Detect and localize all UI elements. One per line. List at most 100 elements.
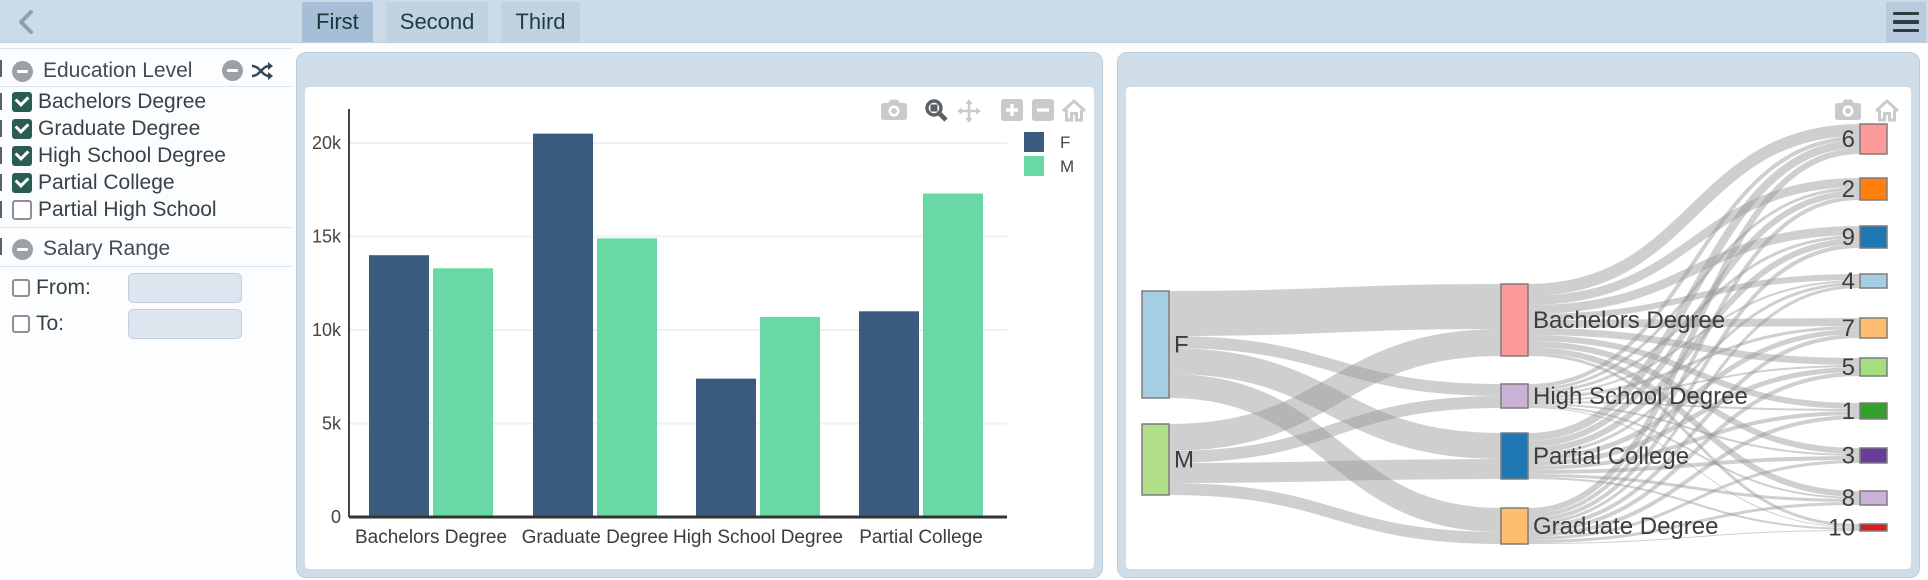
sankey-link-BD-4[interactable] xyxy=(1527,274,1861,320)
sankey-link-PC-3[interactable] xyxy=(1527,456,1861,474)
bar-M-1[interactable] xyxy=(597,238,657,517)
sankey-link-GD-2[interactable] xyxy=(1527,196,1861,518)
checkbox-checked[interactable] xyxy=(12,145,32,166)
home-icon[interactable] xyxy=(1061,98,1087,122)
collapse-minus-icon[interactable] xyxy=(12,238,33,260)
bar-M-0[interactable] xyxy=(433,268,493,517)
zoom-icon[interactable] xyxy=(925,99,948,122)
bar-F-3[interactable] xyxy=(859,311,919,517)
shuffle-icon[interactable] xyxy=(251,61,273,81)
tab-third[interactable]: Third xyxy=(501,2,580,42)
sankey-link-GD-7[interactable] xyxy=(1527,334,1861,529)
sankey-area[interactable]: F M Bachelors Degree High School Degree Part… xyxy=(1126,87,1911,569)
sankey-link-BD-1[interactable] xyxy=(1527,335,1861,409)
checkbox-unchecked[interactable] xyxy=(12,315,30,333)
sankey-link-HS-4[interactable] xyxy=(1527,280,1861,396)
sankey-link-HS-1[interactable] xyxy=(1527,401,1861,411)
checkbox-unchecked[interactable] xyxy=(12,279,30,297)
sankey-node-4[interactable] xyxy=(1859,273,1888,289)
range-input-to[interactable] xyxy=(128,309,242,339)
sankey-link-GD-10[interactable] xyxy=(1527,530,1861,544)
sankey-link-PC-8[interactable] xyxy=(1527,474,1861,502)
sankey-link-HS-3[interactable] xyxy=(1527,403,1861,456)
checkbox-checked[interactable] xyxy=(12,172,32,193)
checkbox-checked[interactable] xyxy=(12,118,32,139)
sankey-node-BD[interactable] xyxy=(1500,283,1529,357)
sankey-node-10[interactable] xyxy=(1859,523,1888,532)
sankey-link-M-PC[interactable] xyxy=(1168,459,1502,483)
sankey-link-BD-7[interactable] xyxy=(1527,318,1861,328)
back-button[interactable] xyxy=(10,5,44,39)
sankey-node-GD[interactable] xyxy=(1500,507,1529,545)
sankey-link-GD-8[interactable] xyxy=(1527,502,1861,543)
sankey-link-GD-4[interactable] xyxy=(1527,285,1861,525)
sankey-link-HS-10[interactable] xyxy=(1527,407,1861,528)
sankey-link-GD-9[interactable] xyxy=(1527,244,1861,522)
sankey-link-BD-10[interactable] xyxy=(1527,353,1861,527)
sankey-link-GD-5[interactable] xyxy=(1527,372,1861,533)
home-icon[interactable] xyxy=(1874,98,1900,122)
sankey-link-HS-8[interactable] xyxy=(1527,405,1861,499)
sankey-node-2[interactable] xyxy=(1859,177,1888,201)
sankey-node-9[interactable] xyxy=(1859,225,1888,249)
bar-M-3[interactable] xyxy=(923,193,983,517)
sankey-link-BD-5[interactable] xyxy=(1527,328,1861,365)
zoom-in-icon[interactable] xyxy=(1001,99,1023,121)
sankey-link-BD-2[interactable] xyxy=(1527,178,1861,305)
bar-chart-area[interactable]: 0 5k 10k 15k 20k Bachelors Degree Graduate Deg… xyxy=(305,87,1094,569)
sankey-link-PC-9[interactable] xyxy=(1527,238,1861,453)
collapse-minus-icon[interactable] xyxy=(222,60,243,81)
sankey-node-3[interactable] xyxy=(1859,447,1888,464)
bar-F-1[interactable] xyxy=(533,133,593,517)
sankey-link-PC-2[interactable] xyxy=(1527,190,1861,447)
sankey-node-8[interactable] xyxy=(1859,490,1888,506)
menu-button[interactable] xyxy=(1886,2,1926,42)
sankey-link-PC-5[interactable] xyxy=(1527,367,1861,466)
sankey-link-BD-9[interactable] xyxy=(1527,226,1861,314)
sankey-link-M-BD[interactable] xyxy=(1168,329,1502,451)
bar-F-0[interactable] xyxy=(369,255,429,517)
sankey-link-BD-3[interactable] xyxy=(1527,341,1861,454)
sankey-link-GD-6[interactable] xyxy=(1527,148,1861,514)
sankey-link-HS-5[interactable] xyxy=(1527,365,1861,401)
sankey-node-HS[interactable] xyxy=(1500,383,1529,409)
sankey-link-PC-10[interactable] xyxy=(1527,477,1861,530)
checkbox-unchecked[interactable] xyxy=(12,199,32,220)
range-input-from[interactable] xyxy=(128,273,242,303)
camera-icon[interactable] xyxy=(881,99,907,121)
sankey-node-6[interactable] xyxy=(1859,123,1888,155)
sankey-link-BD-8[interactable] xyxy=(1527,347,1861,497)
sankey-link-F-HS[interactable] xyxy=(1168,336,1502,396)
bar-M-2[interactable] xyxy=(760,316,820,517)
sankey-node-7[interactable] xyxy=(1859,317,1888,339)
sankey-link-F-GD[interactable] xyxy=(1168,374,1502,532)
sankey-link-BD-6[interactable] xyxy=(1527,124,1861,296)
sankey-link-GD-3[interactable] xyxy=(1527,460,1861,540)
zoom-out-icon[interactable] xyxy=(1032,99,1054,121)
sankey-link-M-GD[interactable] xyxy=(1168,483,1502,544)
sankey-link-F-BD[interactable] xyxy=(1168,284,1502,336)
checkbox-checked[interactable] xyxy=(12,91,32,112)
sankey-link-HS-7[interactable] xyxy=(1527,326,1861,399)
legend-swatch-M[interactable] xyxy=(1024,156,1044,176)
legend-swatch-F[interactable] xyxy=(1024,132,1044,152)
tab-first[interactable]: First xyxy=(302,2,373,42)
sankey-link-F-PC[interactable] xyxy=(1168,348,1502,459)
sankey-node-1[interactable] xyxy=(1859,402,1888,420)
sankey-link-PC-4[interactable] xyxy=(1527,282,1861,456)
sankey-node-F[interactable] xyxy=(1141,290,1170,399)
tab-second[interactable]: Second xyxy=(385,2,489,42)
sankey-link-GD-1[interactable] xyxy=(1527,415,1861,537)
sankey-link-HS-9[interactable] xyxy=(1527,235,1861,394)
pan-icon[interactable] xyxy=(957,99,981,123)
bar-F-2[interactable] xyxy=(696,378,756,517)
camera-icon[interactable] xyxy=(1835,99,1861,121)
sankey-node-PC[interactable] xyxy=(1500,432,1529,480)
sankey-node-5[interactable] xyxy=(1859,357,1888,377)
sankey-node-M[interactable] xyxy=(1141,423,1170,496)
sankey-link-PC-1[interactable] xyxy=(1527,411,1861,470)
sankey-link-PC-7[interactable] xyxy=(1527,329,1861,461)
sankey-link-HS-2[interactable] xyxy=(1527,187,1861,391)
sankey-link-M-HS[interactable] xyxy=(1168,396,1502,463)
sankey-link-PC-6[interactable] xyxy=(1527,140,1861,441)
